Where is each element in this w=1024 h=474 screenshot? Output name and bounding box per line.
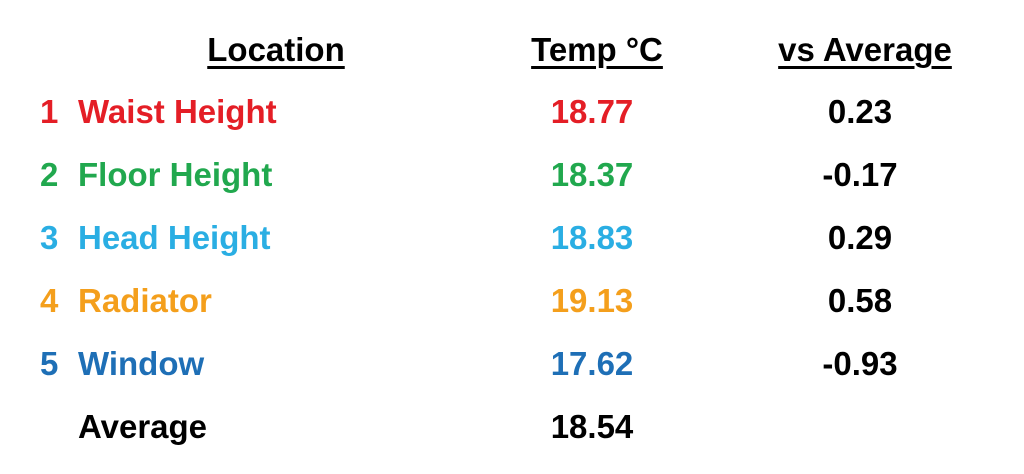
average-label: Average: [78, 408, 208, 445]
location: Window: [78, 345, 205, 382]
location: Radiator: [78, 282, 212, 319]
temperature: 18.77: [550, 93, 634, 130]
location: Floor Height: [78, 156, 273, 193]
temperature: 17.62: [550, 345, 634, 382]
vs-average: 0.58: [827, 282, 893, 319]
row-number: 5: [40, 345, 59, 382]
row-number: 3: [40, 219, 59, 256]
average-temperature: 18.54: [550, 408, 634, 445]
temperature: 18.37: [550, 156, 634, 193]
location: Waist Height: [78, 93, 277, 130]
vs-average: -0.17: [822, 156, 898, 193]
row-number: 1: [40, 93, 59, 130]
column-header: Temp °C: [531, 31, 663, 68]
row-number: 4: [40, 282, 59, 319]
temperature: 19.13: [550, 282, 634, 319]
row-number: 2: [40, 156, 59, 193]
column-header: vs Average: [778, 31, 952, 68]
location: Head Height: [78, 219, 271, 256]
vs-average: 0.23: [827, 93, 893, 130]
temperature: 18.83: [550, 219, 634, 256]
column-header: Location: [207, 31, 345, 68]
vs-average: 0.29: [827, 219, 893, 256]
vs-average: -0.93: [822, 345, 898, 382]
